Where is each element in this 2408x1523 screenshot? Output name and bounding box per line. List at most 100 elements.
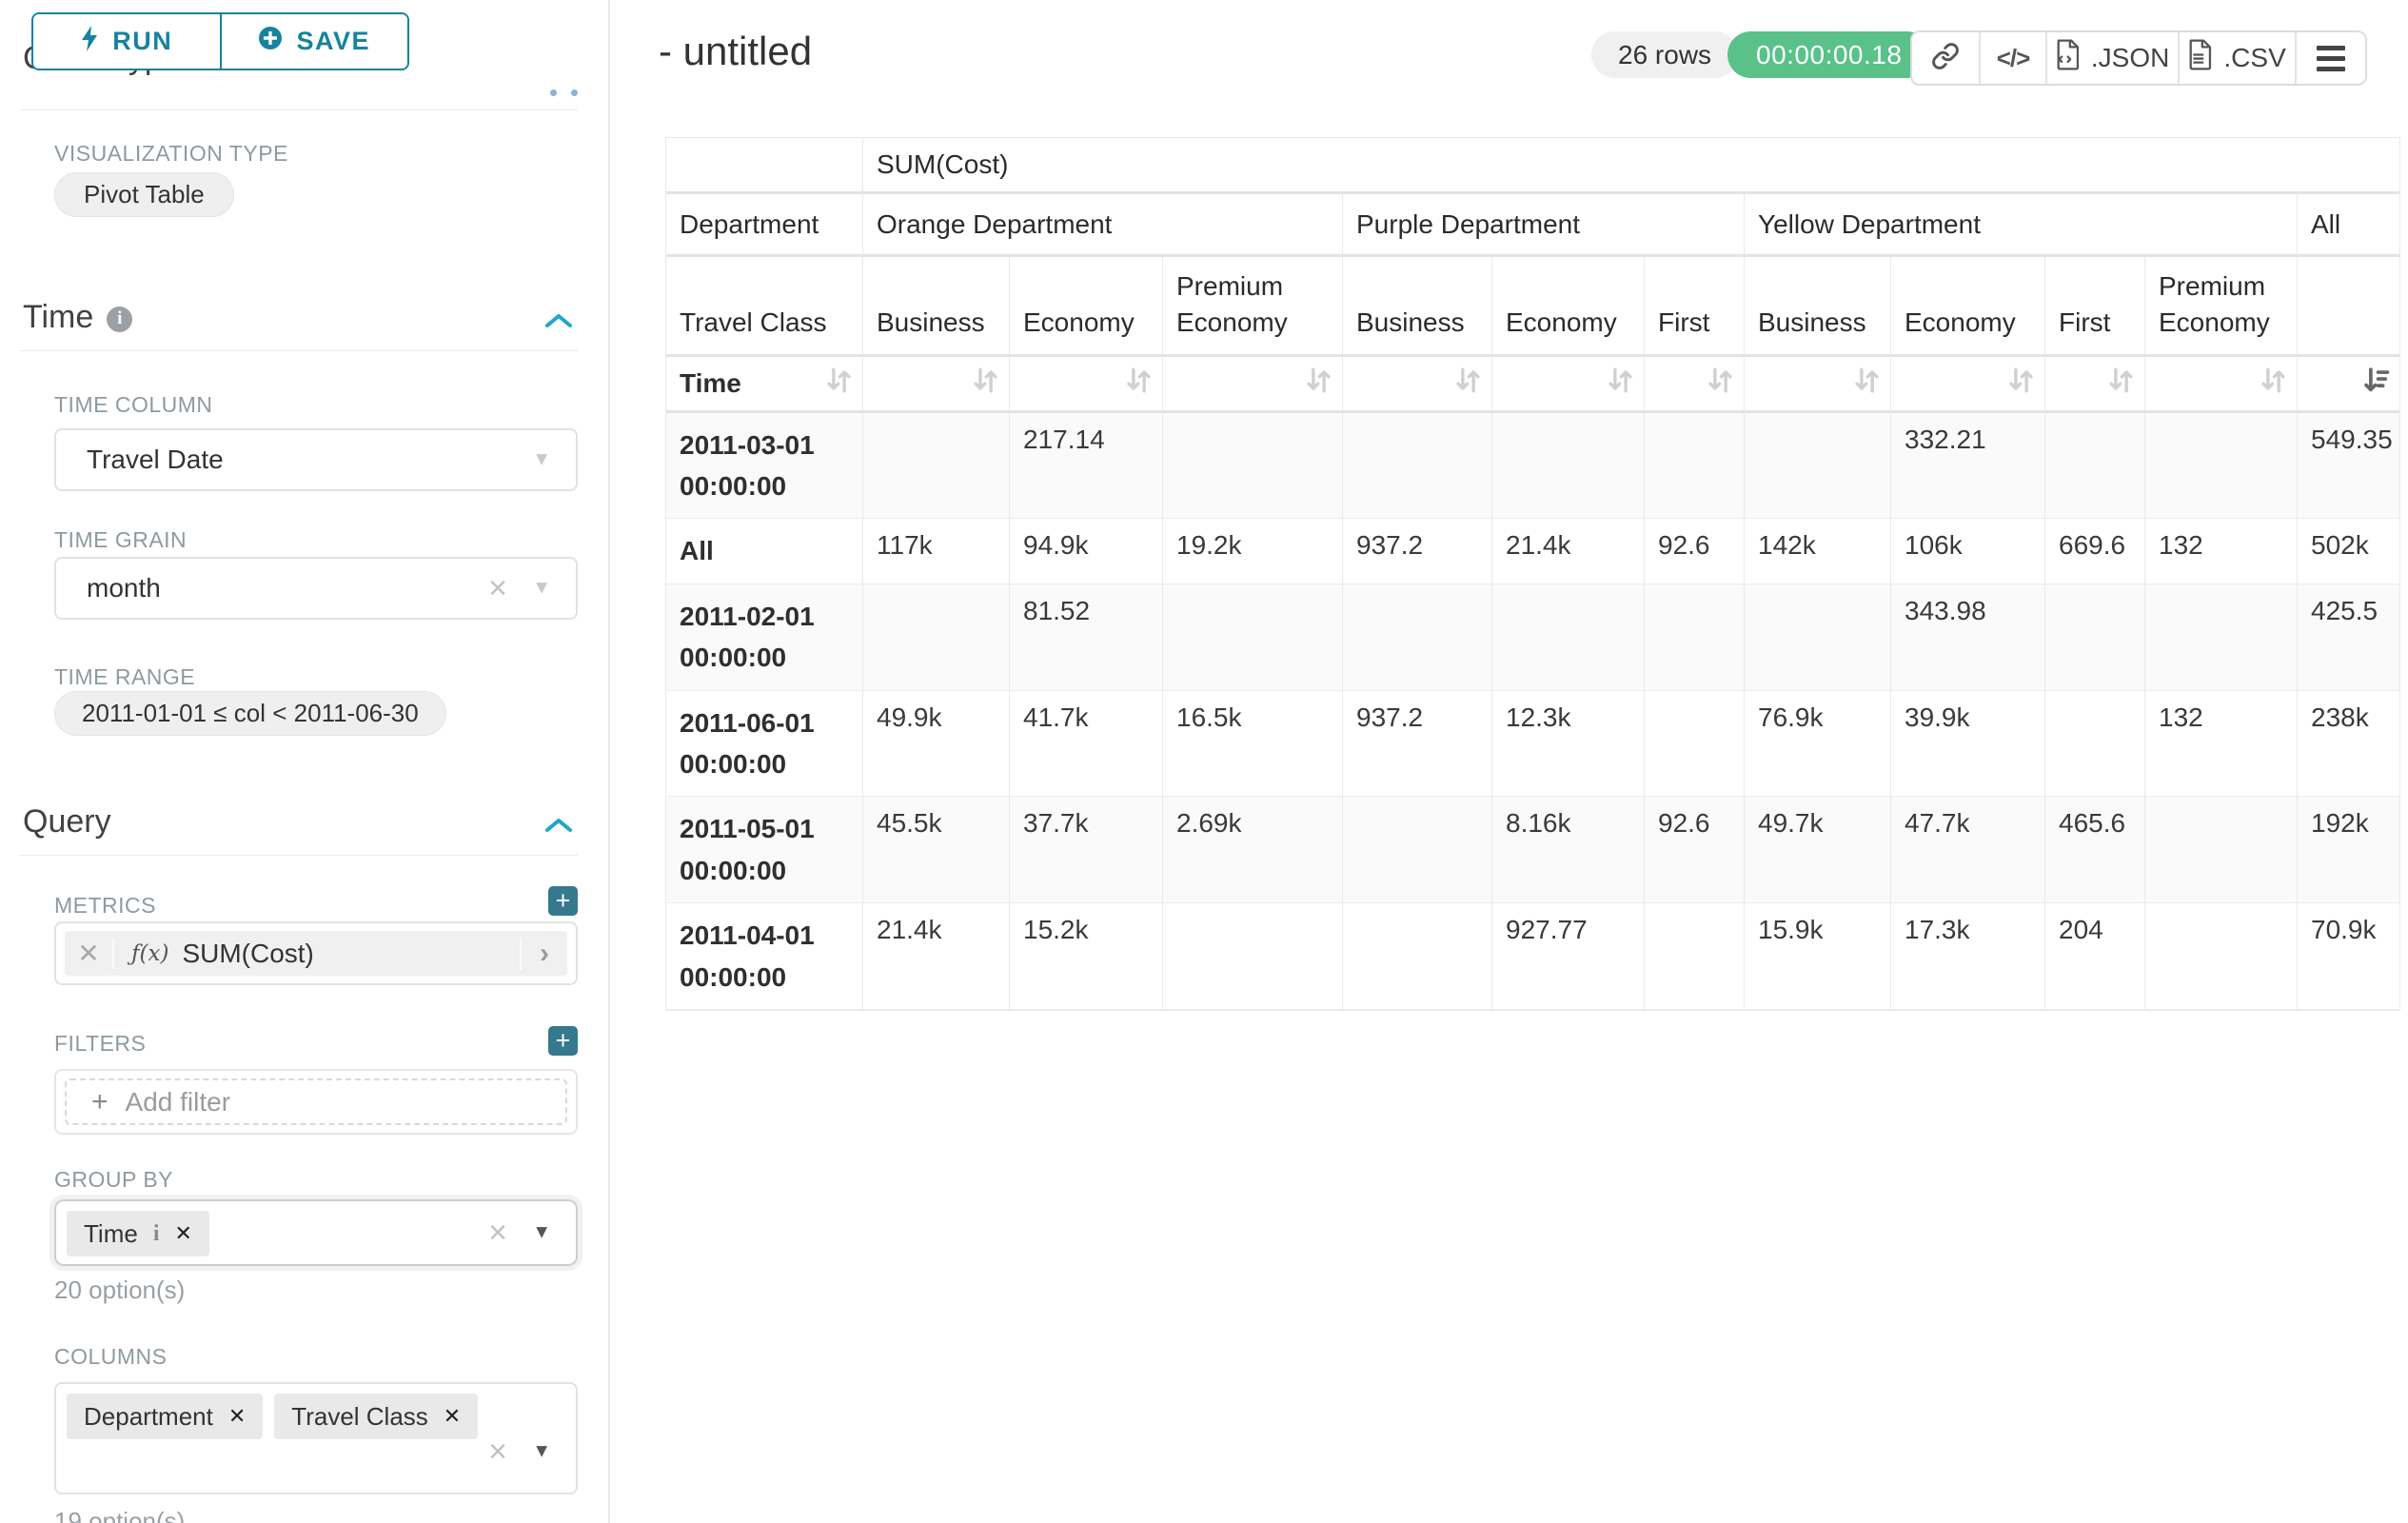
sort-icon[interactable] bbox=[1607, 366, 1634, 402]
pivot-cell: 92.6 bbox=[1645, 797, 1745, 904]
pivot-cell: 21.4k bbox=[863, 903, 1010, 1010]
metrics-container: ✕ ƒ(x) SUM(Cost) › bbox=[54, 921, 578, 985]
pivot-sort-header[interactable] bbox=[1492, 356, 1645, 413]
pivot-cell: 937.2 bbox=[1343, 690, 1492, 798]
pivot-sort-header[interactable] bbox=[863, 356, 1010, 413]
pivot-cell bbox=[2145, 903, 2298, 1010]
group-by-tag-time[interactable]: Time i ✕ bbox=[67, 1211, 209, 1256]
pivot-cell bbox=[2045, 583, 2145, 691]
time-grain-label: TIME GRAIN bbox=[54, 527, 188, 552]
pivot-cell: 549.35 bbox=[2298, 412, 2400, 520]
pivot-sort-header[interactable] bbox=[1891, 356, 2045, 413]
add-filter-button[interactable]: + Add filter bbox=[65, 1078, 567, 1125]
add-filter-plus-button[interactable]: + bbox=[548, 1026, 578, 1056]
pivot-col-header: Premium Economy bbox=[2145, 257, 2298, 357]
add-metric-button[interactable]: + bbox=[548, 886, 578, 916]
pivot-sort-header[interactable] bbox=[1745, 356, 1891, 413]
group-by-options-count: 20 option(s) bbox=[54, 1276, 186, 1304]
export-csv-button[interactable]: .CSV bbox=[2179, 32, 2298, 84]
chevron-down-icon[interactable]: ▼ bbox=[532, 577, 551, 599]
copy-link-button[interactable] bbox=[1912, 32, 1981, 84]
chevron-down-icon[interactable]: ▼ bbox=[532, 1440, 551, 1462]
sort-icon[interactable] bbox=[2007, 366, 2035, 402]
divider bbox=[19, 855, 578, 856]
pivot-cell: 132 bbox=[2145, 519, 2298, 584]
viz-type-label: VISUALIZATION TYPE bbox=[54, 141, 288, 166]
collapse-time-icon[interactable] bbox=[543, 310, 575, 331]
pivot-row-header: 2011-02-01 00:00:00 bbox=[666, 583, 863, 691]
pivot-col-header bbox=[2298, 257, 2400, 357]
pivot-cell bbox=[1163, 583, 1343, 691]
viz-type-pill[interactable]: Pivot Table bbox=[54, 172, 234, 217]
save-button[interactable]: SAVE bbox=[221, 14, 407, 69]
columns-select[interactable]: Department ✕ Travel Class ✕ × ▼ bbox=[54, 1382, 578, 1494]
pivot-table-container: SUM(Cost) Department Orange Department Purp… bbox=[665, 137, 2400, 1011]
pivot-sort-header[interactable] bbox=[2145, 356, 2298, 413]
columns-tag-department[interactable]: Department ✕ bbox=[67, 1394, 264, 1439]
time-range-pill[interactable]: 2011-01-01 ≤ col < 2011-06-30 bbox=[54, 691, 446, 736]
sort-icon[interactable] bbox=[1125, 366, 1153, 402]
pivot-table: SUM(Cost) Department Orange Department Purp… bbox=[666, 138, 2400, 1010]
pivot-sort-header[interactable] bbox=[2298, 356, 2400, 413]
pivot-cell: 502k bbox=[2298, 519, 2400, 584]
pivot-sort-header[interactable] bbox=[1163, 356, 1343, 413]
remove-metric-icon[interactable]: ✕ bbox=[65, 938, 114, 969]
clear-icon[interactable]: × bbox=[488, 570, 507, 606]
pivot-cell bbox=[1645, 903, 1745, 1010]
clear-icon[interactable]: × bbox=[488, 1215, 507, 1251]
sort-icon[interactable] bbox=[825, 366, 853, 402]
pivot-row-header: 2011-03-01 00:00:00 bbox=[666, 412, 863, 520]
sort-icon[interactable] bbox=[1707, 366, 1734, 402]
table-row: 2011-05-01 00:00:00 45.5k 37.7k 2.69k 8.16k 9… bbox=[666, 797, 2400, 904]
sort-icon[interactable] bbox=[2260, 366, 2287, 402]
group-by-label: GROUP BY bbox=[54, 1167, 173, 1192]
plus-circle-icon bbox=[258, 26, 283, 57]
remove-tag-icon[interactable]: ✕ bbox=[443, 1404, 462, 1428]
sort-icon[interactable] bbox=[1853, 366, 1881, 402]
run-button[interactable]: RUN bbox=[33, 14, 222, 69]
remove-tag-icon[interactable]: ✕ bbox=[227, 1404, 247, 1428]
pivot-group-header: Orange Department bbox=[863, 194, 1343, 257]
expand-metric-icon[interactable]: › bbox=[520, 937, 567, 970]
pivot-cell: 117k bbox=[863, 519, 1010, 584]
pivot-cell: 16.5k bbox=[1163, 690, 1343, 798]
sort-icon[interactable] bbox=[2107, 366, 2135, 402]
pivot-col-header: Business bbox=[863, 257, 1010, 357]
pivot-cell bbox=[1343, 903, 1492, 1010]
chart-title[interactable]: - untitled bbox=[659, 29, 813, 73]
sort-desc-icon[interactable] bbox=[2362, 366, 2390, 402]
collapse-query-icon[interactable] bbox=[543, 815, 575, 836]
more-menu-button[interactable] bbox=[2297, 32, 2365, 84]
sort-icon[interactable] bbox=[1454, 366, 1482, 402]
pivot-sort-header[interactable] bbox=[1343, 356, 1492, 413]
pivot-cell bbox=[1645, 583, 1745, 691]
columns-label: COLUMNS bbox=[54, 1344, 168, 1369]
pivot-cell bbox=[1343, 412, 1492, 520]
clear-icon[interactable]: × bbox=[488, 1433, 507, 1470]
group-by-select[interactable]: Time i ✕ × ▼ bbox=[54, 1199, 578, 1266]
time-grain-select[interactable]: month × ▼ bbox=[54, 557, 578, 620]
remove-tag-icon[interactable]: ✕ bbox=[174, 1221, 192, 1245]
export-toolbar: </> .JSON .CSV bbox=[1910, 30, 2367, 86]
metric-label[interactable]: ƒ(x) SUM(Cost) bbox=[131, 938, 314, 968]
pivot-sort-header[interactable] bbox=[1010, 356, 1163, 413]
sort-icon[interactable] bbox=[1305, 366, 1332, 402]
pivot-cell bbox=[1343, 797, 1492, 904]
sort-icon[interactable] bbox=[972, 366, 999, 402]
pivot-sort-header[interactable] bbox=[1645, 356, 1745, 413]
pivot-cell: 332.21 bbox=[1891, 412, 2045, 520]
pivot-cell bbox=[1745, 583, 1891, 691]
export-json-button[interactable]: .JSON bbox=[2047, 32, 2180, 84]
view-query-button[interactable]: </> bbox=[1980, 32, 2048, 84]
query-section-header: Query bbox=[23, 803, 111, 840]
info-icon: i bbox=[107, 306, 133, 332]
metric-pill[interactable]: ✕ ƒ(x) SUM(Cost) › bbox=[65, 931, 567, 976]
chevron-down-icon[interactable]: ▼ bbox=[532, 1221, 551, 1243]
pivot-cell: 192k bbox=[2298, 797, 2400, 904]
pivot-time-sort-header[interactable]: Time bbox=[666, 356, 863, 413]
columns-tag-travel-class[interactable]: Travel Class ✕ bbox=[274, 1394, 479, 1439]
pivot-sort-header[interactable] bbox=[2045, 356, 2145, 413]
chevron-down-icon[interactable]: ▼ bbox=[532, 448, 551, 470]
time-column-select[interactable]: Travel Date ▼ bbox=[54, 428, 578, 491]
filters-label: FILTERS bbox=[54, 1031, 147, 1056]
